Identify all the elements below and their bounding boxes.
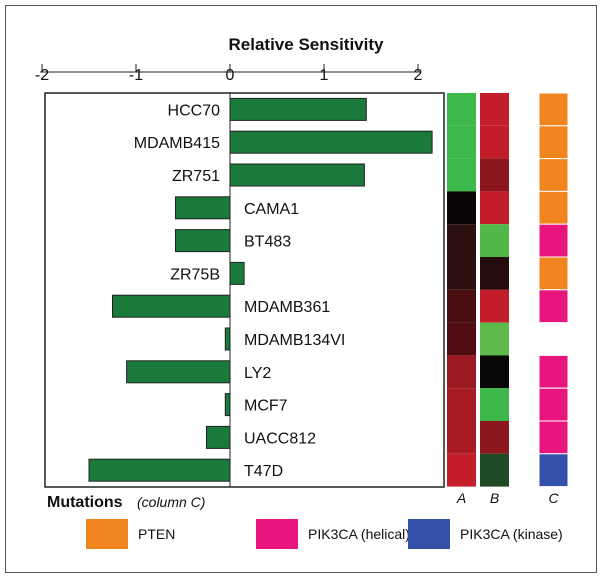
heatmap-cell-a [447, 125, 476, 159]
heatmap-cell-c [538, 92, 569, 127]
bar [174, 229, 231, 253]
heatmap-cell-b [480, 93, 509, 126]
column-label-c: C [548, 490, 559, 506]
bar [229, 261, 245, 285]
bar [229, 130, 433, 154]
heatmap-cell-b [480, 322, 509, 356]
heatmap-cell-c [538, 387, 569, 422]
heatmap-cell-b [480, 289, 509, 323]
heatmap-cell-a [447, 224, 476, 257]
axis-title: Relative Sensitivity [229, 35, 385, 54]
legend-title: Mutations [47, 494, 123, 511]
bar-label: CAMA1 [244, 201, 299, 218]
heatmap-cell-b [480, 158, 509, 192]
heatmap-cell-b [480, 388, 509, 421]
bar-label: MDAMB134VI [244, 332, 345, 349]
heatmap-cell-c [538, 256, 569, 291]
heatmap-group [447, 92, 569, 488]
x-tick-label: 0 [226, 67, 235, 84]
legend-label: PTEN [138, 526, 175, 542]
bar-label: ZR75B [170, 266, 220, 283]
bar [229, 163, 365, 187]
heatmap-cell-a [447, 355, 476, 389]
heatmap-cell-b [480, 191, 509, 225]
heatmap-cell-c [538, 223, 569, 258]
heatmap-cell-a [447, 453, 476, 487]
legend-subtitle: (column C) [137, 494, 205, 510]
heatmap-cell-c [538, 190, 569, 225]
heatmap-cell-b [480, 355, 509, 389]
x-axis-ticks: -2 -1 0 1 2 [35, 64, 423, 84]
heatmap-cell-a [447, 257, 476, 290]
bar [112, 294, 231, 318]
heatmap-cell-a [447, 388, 476, 421]
bar [224, 327, 231, 351]
heatmap-cell-c [538, 453, 569, 488]
bar-label: BT483 [244, 234, 291, 251]
heatmap-cell-b [480, 257, 509, 290]
legend-swatch [408, 519, 450, 549]
bar [229, 97, 367, 121]
bar-label: MDAMB361 [244, 299, 330, 316]
heatmap-cell-c [538, 125, 569, 160]
heatmap-cell-b [480, 125, 509, 159]
x-tick-label: -2 [35, 67, 49, 84]
heatmap-cell-c [538, 420, 569, 455]
heatmap-cell-c [538, 354, 569, 389]
plot-area [44, 92, 445, 488]
bar-label: LY2 [244, 365, 271, 382]
bar-label: MCF7 [244, 398, 288, 415]
heatmap-cell-a [447, 289, 476, 323]
legend-swatch [256, 519, 298, 549]
column-label-b: B [490, 490, 499, 506]
heatmap-cell-b [480, 224, 509, 257]
heatmap-cell-a [447, 158, 476, 192]
bar [224, 393, 231, 417]
bar-label: UACC812 [244, 430, 316, 447]
bar-label: T47D [244, 463, 283, 480]
bar-label: MDAMB415 [134, 135, 220, 152]
bar [126, 360, 231, 384]
bar [174, 196, 231, 220]
heatmap-cell-b [480, 421, 509, 454]
column-label-a: A [456, 490, 466, 506]
heatmap-cell-a [447, 322, 476, 356]
bar-label: ZR751 [172, 168, 220, 185]
heatmap-cell-a [447, 421, 476, 454]
legend-label: PIK3CA (helical) [308, 526, 410, 542]
heatmap-cell-c [539, 322, 568, 356]
heatmap-cell-b [480, 453, 509, 487]
bar [206, 425, 231, 449]
heatmap-cell-a [447, 191, 476, 225]
bar [88, 458, 231, 482]
legend-swatch [86, 519, 128, 549]
bar-label: HCC70 [168, 102, 221, 119]
x-tick-label: -1 [129, 67, 143, 84]
heatmap-cell-a [447, 93, 476, 126]
bars-group: HCC70 MDAMB415 ZR751 CAMA1 BT483 ZR75B MDAMB36… [88, 97, 433, 482]
mutations-legend: Mutations (column C) PTEN PIK3CA (helical… [47, 494, 563, 549]
heatmap-cell-c [538, 289, 569, 324]
heatmap-cell-c [538, 158, 569, 192]
x-tick-label: 1 [320, 67, 329, 84]
legend-label: PIK3CA (kinase) [460, 526, 563, 542]
x-tick-label: 2 [414, 67, 423, 84]
heatmap-column-labels: A B C [456, 490, 560, 506]
